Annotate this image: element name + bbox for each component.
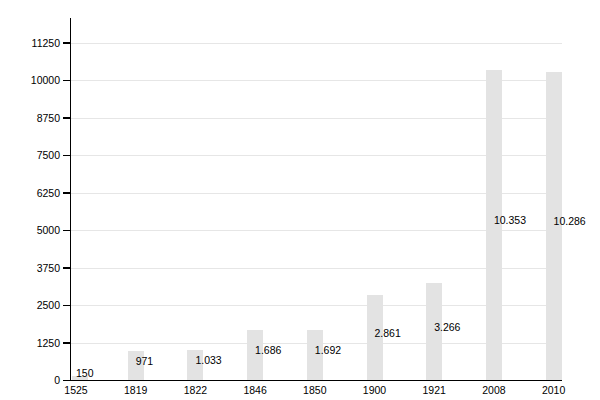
x-axis-label: 2010: [529, 384, 579, 397]
bar-value-label: 2.861: [375, 327, 401, 340]
x-axis-label: 1819: [111, 384, 161, 397]
bar-value-label: 1.033: [195, 354, 221, 367]
x-axis-label: 1900: [350, 384, 400, 397]
x-axis-label: 1921: [409, 384, 459, 397]
y-axis-label: 8750: [20, 112, 60, 125]
bar-value-label: 1.686: [255, 344, 281, 357]
y-axis-label: 10000: [20, 74, 60, 87]
y-axis-label: 1250: [20, 337, 60, 350]
y-axis-label: 2500: [20, 299, 60, 312]
x-axis-label: 1850: [290, 384, 340, 397]
y-axis-label: 5000: [20, 224, 60, 237]
y-axis-label: 7500: [20, 149, 60, 162]
y-axis-label: 3750: [20, 262, 60, 275]
y-gridline: [71, 43, 562, 44]
bar-value-label: 971: [136, 355, 154, 368]
y-axis-label: 6250: [20, 187, 60, 200]
bar-value-label: 1.692: [315, 344, 341, 357]
x-axis-label: 1525: [51, 384, 101, 397]
x-axis-line: [63, 380, 562, 382]
x-axis-label: 1822: [170, 384, 220, 397]
bar-value-label: 10.286: [554, 215, 586, 228]
bar-chart: 0125025003750500062507500875010000112501…: [0, 0, 600, 400]
bar-value-label: 10.353: [494, 214, 526, 227]
y-axis-line: [70, 18, 72, 381]
y-axis-label: 11250: [20, 37, 60, 50]
x-axis-label: 1846: [230, 384, 280, 397]
bar-value-label: 150: [76, 367, 94, 380]
x-axis-label: 2008: [469, 384, 519, 397]
bar-value-label: 3.266: [434, 321, 460, 334]
